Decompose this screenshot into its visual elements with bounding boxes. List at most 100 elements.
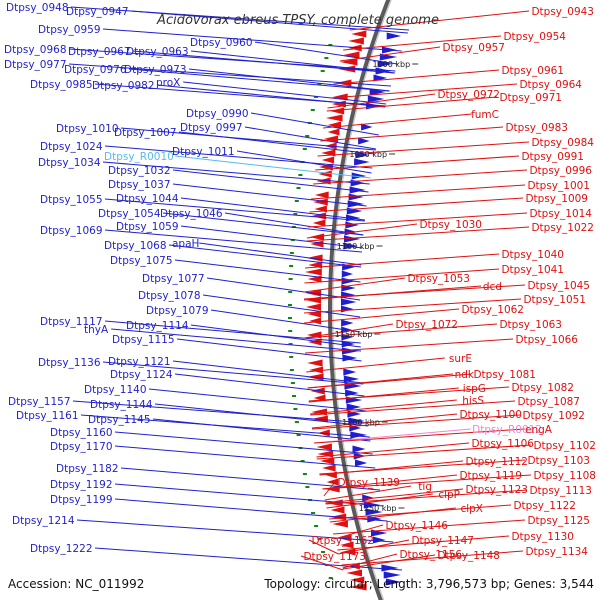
gene-label[interactable]: Dtpsy_1077 [142, 273, 205, 285]
gene-label[interactable]: Dtpsy_1030 [419, 219, 482, 231]
gene-label[interactable]: Dtpsy_1066 [515, 334, 578, 346]
gene-label[interactable]: Dtpsy_R0012 [472, 424, 542, 436]
gene-label[interactable]: Dtpsy_1045 [527, 280, 590, 292]
gene-label[interactable]: Dtpsy_1148 [437, 550, 500, 562]
gene-label[interactable]: Dtpsy_0973 [124, 64, 187, 76]
gene-label[interactable]: Dtpsy_1170 [50, 441, 113, 453]
gene-label[interactable]: Dtpsy_0968 [4, 44, 67, 56]
gene-label[interactable]: Dtpsy_1069 [40, 225, 103, 237]
gene-label[interactable]: Dtpsy_1072 [395, 319, 458, 331]
gene-label[interactable]: Dtpsy_1106 [471, 438, 534, 450]
gene-label[interactable]: Dtpsy_1009 [525, 193, 588, 205]
gene-label[interactable]: Dtpsy_1121 [108, 356, 171, 368]
gene-label[interactable]: Dtpsy_1032 [108, 165, 171, 177]
gene-label[interactable]: Dtpsy_1079 [146, 305, 209, 317]
gene-label[interactable]: Dtpsy_1055 [40, 194, 103, 206]
gene-label[interactable]: Dtpsy_1034 [38, 157, 101, 169]
gene-label[interactable]: Dtpsy_0996 [529, 165, 592, 177]
gene-label[interactable]: Dtpsy_1103 [527, 455, 590, 467]
gene-label[interactable]: clpX [460, 503, 483, 515]
gene-label[interactable]: Dtpsy_1119 [459, 470, 522, 482]
gene-label[interactable]: Dtpsy_1124 [110, 369, 173, 381]
gene-label[interactable]: Dtpsy_0976 [64, 64, 127, 76]
gene-label[interactable]: Dtpsy_1160 [50, 427, 113, 439]
gene-label[interactable]: apaH [172, 238, 199, 250]
gene-label[interactable]: Dtpsy_0959 [38, 24, 101, 36]
gene-label[interactable]: Dtpsy_0947 [66, 6, 129, 18]
gene-label[interactable]: Dtpsy_1156 [399, 549, 462, 561]
gene-label[interactable]: Dtpsy_1100 [459, 409, 522, 421]
gene-label[interactable]: Dtpsy_0943 [531, 6, 594, 18]
gene-label[interactable]: Dtpsy_1046 [160, 208, 223, 220]
gene-label[interactable]: Dtpsy_0977 [4, 59, 67, 71]
gene-label[interactable]: Dtpsy_1192 [50, 479, 113, 491]
gene-label[interactable]: Dtpsy_1092 [522, 410, 585, 422]
gene-label[interactable]: hisS [462, 395, 484, 407]
gene-label[interactable]: tig [418, 481, 432, 493]
gene-label[interactable]: Dtpsy_0964 [519, 79, 582, 91]
gene-label[interactable]: fumC [471, 109, 499, 121]
gene-label[interactable]: Dtpsy_1075 [110, 255, 173, 267]
gene-label[interactable]: Dtpsy_1134 [525, 546, 588, 558]
gene-label[interactable]: Dtpsy_1139 [337, 477, 400, 489]
gene-label[interactable]: Dtpsy_1130 [511, 531, 574, 543]
gene-label[interactable]: Dtpsy_1037 [108, 179, 171, 191]
gene-label[interactable]: Dtpsy_1051 [523, 294, 586, 306]
gene-label[interactable]: Dtpsy_1161 [16, 410, 79, 422]
gene-label[interactable]: Dtpsy_1040 [501, 249, 564, 261]
gene-label[interactable]: Dtpsy_0984 [531, 137, 594, 149]
gene-label[interactable]: Dtpsy_0972 [437, 89, 500, 101]
gene-label[interactable]: surE [449, 353, 472, 365]
gene-label[interactable]: Dtpsy_0967 [68, 46, 131, 58]
gene-label[interactable]: Dtpsy_1054 [98, 208, 161, 220]
gene-label[interactable]: Dtpsy_1062 [461, 304, 524, 316]
gene-label[interactable]: Dtpsy_1136 [38, 357, 101, 369]
gene-label[interactable]: Dtpsy_0991 [521, 151, 584, 163]
gene-label[interactable]: Dtpsy_0983 [505, 122, 568, 134]
gene-label[interactable]: Dtpsy_1144 [90, 399, 153, 411]
gene-label[interactable]: ndk [455, 369, 475, 381]
gene-label[interactable]: Dtpsy_1011 [172, 146, 235, 158]
gene-label[interactable]: Dtpsy_0954 [503, 31, 566, 43]
gene-label[interactable]: Dtpsy_0948 [6, 2, 69, 14]
gene-label[interactable]: Dtpsy_1053 [407, 273, 470, 285]
gene-label[interactable]: thyA [84, 324, 109, 336]
gene-label[interactable]: Dtpsy_1114 [126, 320, 189, 332]
gene-label[interactable]: Dtpsy_1041 [501, 264, 564, 276]
gene-label[interactable]: Dtpsy_1063 [499, 319, 562, 331]
gene-label[interactable]: Dtpsy_1122 [513, 500, 576, 512]
gene-label[interactable]: Dtpsy_0971 [499, 92, 562, 104]
gene-label[interactable]: Dtpsy_1022 [531, 222, 594, 234]
gene-label[interactable]: Dtpsy_0961 [501, 65, 564, 77]
gene-label[interactable]: Dtpsy_1108 [533, 470, 596, 482]
gene-label[interactable]: Dtpsy_1059 [116, 221, 179, 233]
gene-label[interactable]: Dtpsy_1001 [527, 180, 590, 192]
gene-label[interactable]: Dtpsy_1081 [473, 369, 536, 381]
gene-label[interactable]: Dtpsy_1123 [465, 484, 528, 496]
gene-label[interactable]: Dtpsy_0963 [126, 46, 189, 58]
gene-label[interactable]: Dtpsy_1102 [533, 440, 596, 452]
gene-label[interactable]: ispG [463, 383, 486, 395]
gene-label[interactable]: Dtpsy_1117 [40, 316, 103, 328]
gene-label[interactable]: Dtpsy_1068 [104, 240, 167, 252]
gene-label[interactable]: dcd [483, 281, 502, 293]
gene-label[interactable]: Dtpsy_1112 [465, 456, 528, 468]
gene-label[interactable]: Dtpsy_1044 [116, 193, 179, 205]
gene-label[interactable]: Dtpsy_1078 [138, 290, 201, 302]
gene-label[interactable]: Dtpsy_1173 [303, 551, 366, 563]
gene-label[interactable]: Dtpsy_1007 [114, 127, 177, 139]
gene-label[interactable]: Dtpsy_1162 [311, 535, 374, 547]
gene-label[interactable]: Dtpsy_1010 [56, 123, 119, 135]
gene-label[interactable]: Dtpsy_0982 [92, 80, 155, 92]
gene-label[interactable]: Dtpsy_1182 [56, 463, 119, 475]
gene-label[interactable]: Dtpsy_1157 [8, 396, 71, 408]
gene-label[interactable]: Dtpsy_0957 [442, 42, 505, 54]
gene-label[interactable]: Dtpsy_1222 [30, 543, 93, 555]
gene-label[interactable]: Dtpsy_0990 [186, 108, 249, 120]
gene-label[interactable]: Dtpsy_1115 [112, 334, 175, 346]
gene-label[interactable]: Dtpsy_1145 [88, 414, 151, 426]
gene-label[interactable]: Dtpsy_0985 [30, 79, 93, 91]
gene-label[interactable]: Dtpsy_1014 [529, 208, 592, 220]
gene-label[interactable]: Dtpsy_1082 [511, 382, 574, 394]
gene-label[interactable]: Dtpsy_0997 [180, 122, 243, 134]
